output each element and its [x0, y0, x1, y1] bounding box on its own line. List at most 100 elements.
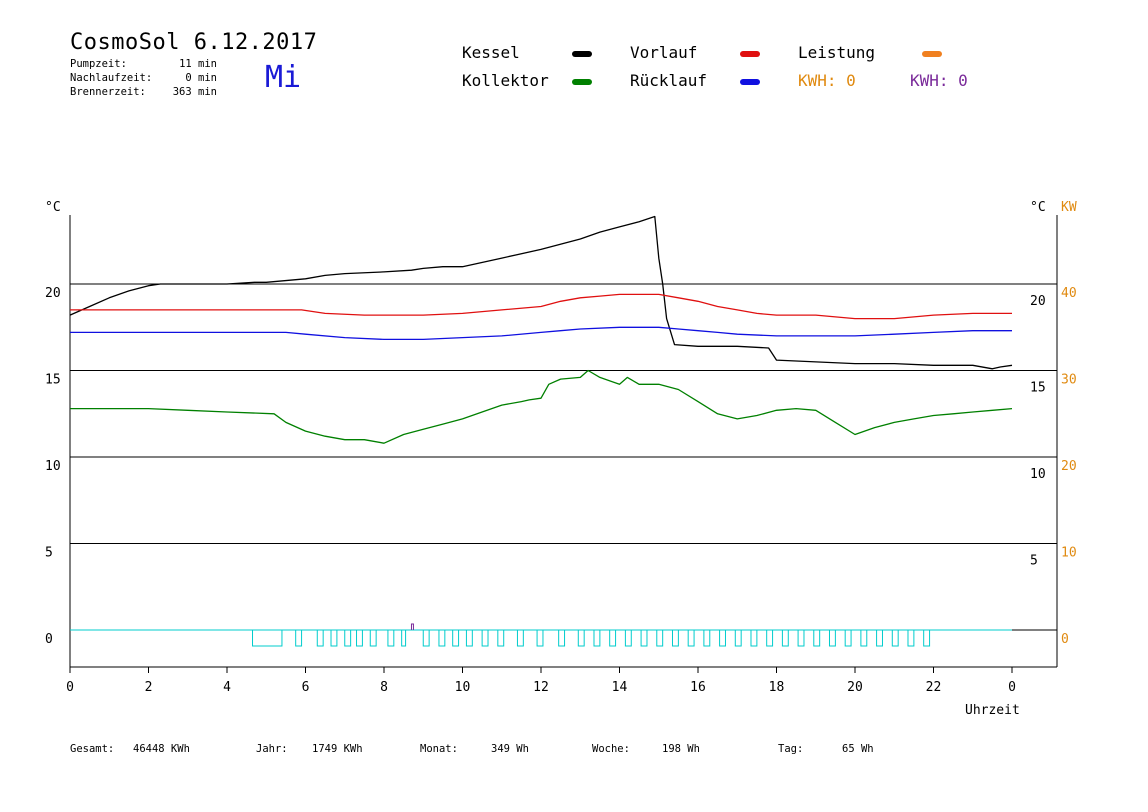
y-kw-tick-label: 30	[1061, 373, 1077, 388]
pump-segment	[656, 629, 664, 647]
y-left-tick-label: 10	[45, 459, 61, 474]
legend-vorlauf-swatch	[740, 51, 760, 57]
pump-segment	[876, 629, 883, 647]
x-tick-label: 6	[302, 680, 310, 695]
y-right-unit: °C	[1030, 200, 1046, 215]
pump-segment	[316, 629, 324, 647]
pump-segment	[640, 629, 648, 647]
pump-segment	[330, 629, 338, 647]
pump-segment	[422, 629, 430, 647]
brenner-value: 363 min	[172, 86, 217, 98]
x-tick-label: 16	[690, 680, 706, 695]
footer-jahr-label: Jahr:	[256, 743, 288, 755]
y-left-tick-label: 0	[45, 632, 53, 647]
footer-tag-label: Tag:	[778, 743, 804, 755]
weekday: Mi	[265, 60, 302, 95]
footer-jahr-value: 1749 KWh	[312, 743, 363, 755]
x-tick-label: 2	[145, 680, 153, 695]
leistung-marker	[410, 623, 414, 630]
pump-segment	[907, 629, 915, 647]
x-tick-label: 4	[223, 680, 231, 695]
pump-segment	[593, 629, 601, 647]
pumpzeit-label: Pumpzeit:	[70, 58, 127, 70]
x-tick-label: 8	[380, 680, 388, 695]
pump-segment	[860, 629, 868, 647]
pump-segment	[481, 629, 489, 647]
legend-kwh-1: KWH: 0	[798, 71, 856, 90]
pump-segment	[356, 629, 363, 647]
pump-segment	[344, 629, 352, 647]
pump-segment	[387, 629, 395, 647]
footer-gesamt-value: 46448 KWh	[133, 743, 190, 755]
footer-gesamt-label: Gesamt:	[70, 743, 115, 755]
pump-segment	[719, 629, 726, 647]
x-tick-label: 10	[455, 680, 471, 695]
series-line-kollektor	[70, 369, 1013, 444]
pumpzeit-value: 11 min	[179, 58, 217, 70]
pump-segment	[750, 629, 758, 647]
legend-kollektor-swatch	[572, 79, 592, 85]
series-lines	[69, 215, 1013, 444]
nachlauf-value: 0 min	[185, 72, 217, 84]
pump-segment	[577, 629, 585, 647]
series-line-vorlauf	[70, 293, 1012, 320]
axes	[69, 215, 1058, 673]
nachlauf-label: Nachlaufzeit:	[70, 72, 153, 84]
pump-segment	[295, 629, 303, 647]
chart-marks	[70, 623, 1012, 647]
x-axis-label: Uhrzeit	[965, 703, 1020, 718]
y-right-tick-label: 10	[1030, 467, 1046, 482]
legend-kessel-swatch	[572, 51, 592, 57]
footer-tag-value: 65 Wh	[842, 743, 874, 755]
pump-segment	[438, 629, 446, 647]
axis-labels: 0 2 4 6 8 10 12 14 16 18 20 22 0 Uhrzeit 0 5 10 15 20 °C 5 10…	[45, 200, 1077, 718]
series-line-kessel	[69, 215, 1013, 370]
footer-monat-label: Monat:	[420, 743, 458, 755]
brenner-label: Brennerzeit:	[70, 86, 146, 98]
pump-segment	[624, 629, 632, 647]
footer-monat-value: 349 Wh	[491, 743, 529, 755]
y-right-tick-label: 5	[1030, 554, 1038, 569]
pump-segment	[781, 629, 789, 647]
pump-segment	[703, 629, 711, 647]
pump-segment	[844, 629, 852, 647]
legend-vorlauf: Vorlauf	[630, 43, 698, 62]
legend-leistung-swatch	[922, 51, 942, 57]
y-left-unit: °C	[45, 200, 61, 215]
y-kw-unit: KW	[1061, 200, 1077, 215]
x-tick-label: 20	[847, 680, 863, 695]
legend-kwh-2: KWH: 0	[910, 71, 968, 90]
x-tick-label: 18	[769, 680, 785, 695]
pump-segment	[558, 629, 566, 647]
y-kw-tick-label: 0	[1061, 632, 1069, 647]
pump-segment	[369, 629, 377, 647]
pump-segment	[536, 629, 544, 647]
pump-segment	[401, 629, 407, 647]
x-tick-label: 0	[1008, 680, 1016, 695]
series-line-rcklauf	[70, 326, 1012, 341]
y-left-tick-label: 15	[45, 373, 61, 388]
y-left-tick-label: 20	[45, 286, 61, 301]
y-kw-tick-label: 40	[1061, 286, 1077, 301]
pump-segment	[452, 629, 460, 647]
footer-woche-label: Woche:	[592, 743, 630, 755]
pump-segment	[891, 629, 899, 647]
footer-woche-value: 198 Wh	[662, 743, 700, 755]
pump-segment	[813, 629, 821, 647]
x-tick-label: 22	[926, 680, 942, 695]
pump-segment	[923, 629, 931, 647]
legend-ruecklauf: Rücklauf	[630, 71, 708, 90]
pump-segment	[687, 629, 695, 647]
pump-segment	[516, 629, 524, 647]
chart-title: CosmoSol 6.12.2017	[70, 30, 318, 55]
pump-segment	[734, 629, 742, 647]
pump-segment	[497, 629, 505, 647]
pump-segment	[465, 629, 473, 647]
x-tick-label: 14	[612, 680, 628, 695]
y-right-tick-label: 15	[1030, 381, 1046, 396]
y-right-tick-label: 20	[1030, 294, 1046, 309]
pump-segment	[609, 629, 617, 647]
pump-segment	[797, 629, 805, 647]
legend-ruecklauf-swatch	[740, 79, 760, 85]
